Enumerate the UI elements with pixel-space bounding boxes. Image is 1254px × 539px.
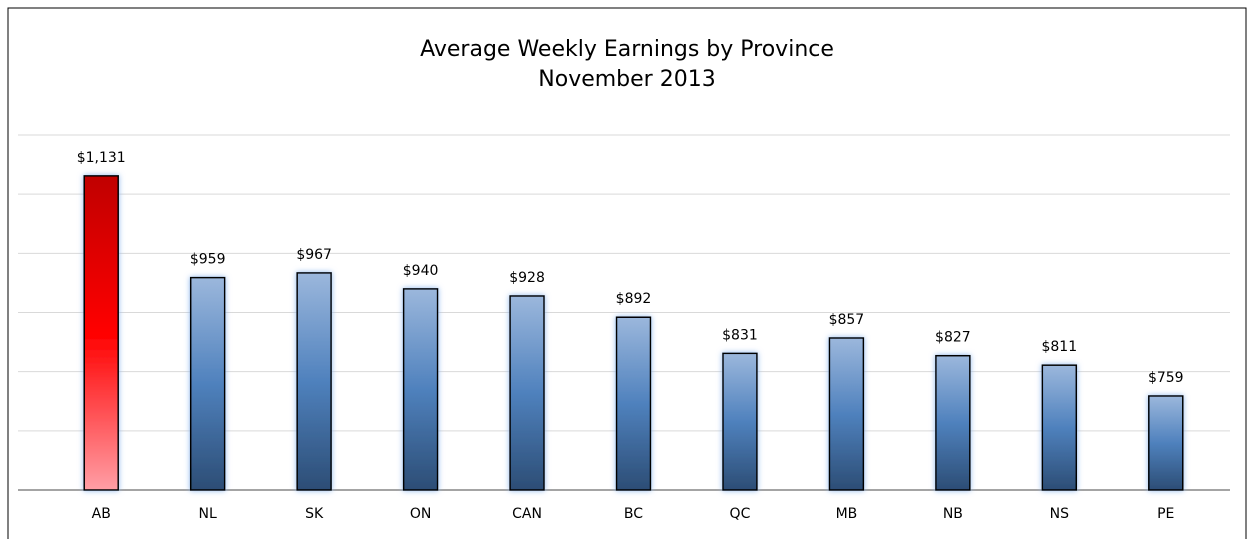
data-label: $1,131	[77, 150, 126, 166]
data-label: $967	[296, 247, 332, 263]
data-label: $928	[509, 270, 545, 286]
bar	[509, 295, 545, 491]
data-label: $827	[935, 330, 971, 346]
data-label: $892	[616, 291, 652, 307]
x-tick-label: AB	[92, 506, 111, 522]
x-tick-label: MB	[836, 506, 858, 522]
chart-title: Average Weekly Earnings by Province	[420, 37, 834, 62]
bar	[189, 276, 226, 491]
x-tick-label: NL	[199, 506, 217, 522]
x-tick-label: NB	[943, 506, 963, 522]
bar	[615, 316, 652, 491]
x-tick-label: PE	[1157, 506, 1174, 522]
data-label: $759	[1148, 370, 1184, 386]
bar	[1148, 395, 1184, 491]
x-tick-label: SK	[305, 506, 324, 522]
data-label: $831	[722, 327, 758, 343]
bar	[402, 288, 439, 491]
bar	[828, 337, 865, 491]
bar	[296, 272, 332, 491]
bar	[722, 352, 758, 491]
bar	[935, 354, 971, 491]
x-tick-label: CAN	[512, 506, 542, 522]
data-label: $857	[829, 312, 865, 328]
data-label: $940	[403, 263, 439, 279]
x-tick-label: NS	[1050, 506, 1069, 522]
bar	[1041, 364, 1078, 491]
x-tick-label: BC	[624, 506, 643, 522]
bar	[83, 175, 119, 491]
data-label: $811	[1041, 339, 1077, 355]
data-label: $959	[190, 252, 226, 268]
x-tick-label: ON	[410, 506, 432, 522]
x-tick-label: QC	[730, 506, 751, 522]
chart-subtitle: November 2013	[538, 67, 715, 92]
